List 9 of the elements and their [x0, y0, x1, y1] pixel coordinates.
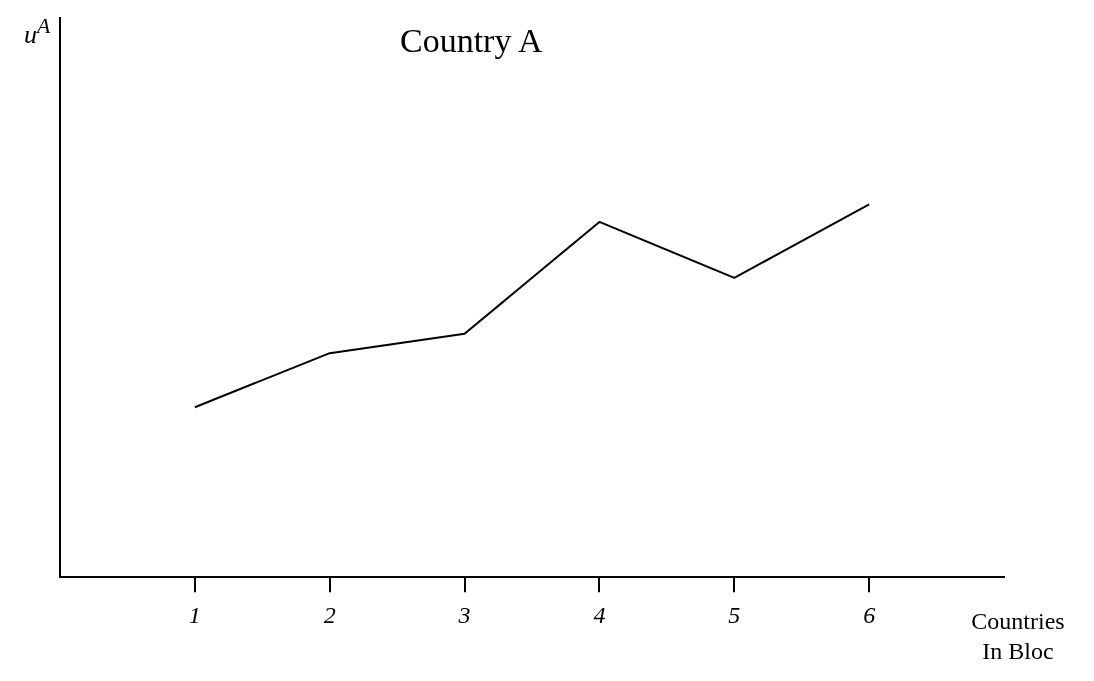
x-tick-label: 5 [728, 601, 741, 628]
x-tick-label: 4 [593, 601, 606, 628]
chart-title: Country A [400, 22, 543, 60]
x-tick-label: 1 [188, 601, 201, 628]
text: u$^{A}$ [24, 14, 51, 50]
x-tick-label: 3 [457, 601, 471, 628]
x-axis-title: Countries In Bloc [970, 607, 1066, 666]
x-tick-label: 2 [323, 601, 336, 628]
x-tick-label: 6 [863, 601, 876, 628]
